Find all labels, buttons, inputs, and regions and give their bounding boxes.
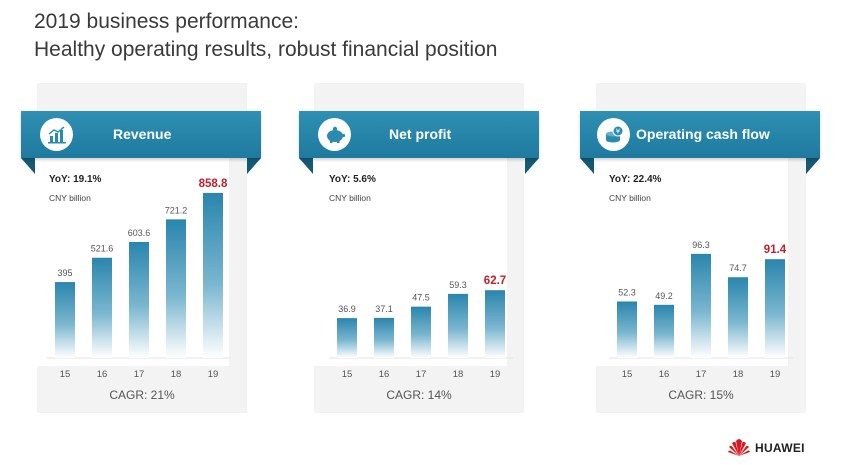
bar	[411, 306, 431, 358]
brand-name: HUAWEI	[755, 441, 805, 455]
x-tick-label: 19	[208, 369, 219, 380]
x-tick-label: 18	[171, 369, 182, 380]
net-profit-title: Net profit	[389, 126, 452, 142]
bar	[166, 219, 186, 358]
revenue-cagr: CAGR: 21%	[109, 388, 175, 402]
revenue-ribbon: Revenue	[21, 111, 261, 158]
bar	[337, 318, 357, 358]
page-title-line-2: Healthy operating results, robust financ…	[34, 38, 498, 61]
data-label: 52.3	[618, 287, 636, 297]
net-profit-cagr: CAGR: 14%	[386, 388, 452, 402]
cash-flow-cagr: CAGR: 15%	[668, 388, 734, 402]
data-label: 62.7	[484, 275, 506, 287]
x-tick-label: 16	[379, 369, 390, 380]
data-label: 858.8	[199, 178, 228, 190]
cash-flow-title: Operating cash flow	[636, 126, 770, 142]
page-title-line-1: 2019 business performance:	[34, 10, 299, 33]
bar	[92, 257, 112, 358]
x-tick-label: 16	[659, 369, 670, 380]
bar	[129, 241, 149, 358]
x-tick-label: 19	[770, 369, 781, 380]
data-label: 395	[57, 268, 72, 278]
x-tick-label: 15	[60, 369, 71, 380]
bar	[55, 282, 75, 358]
piggy-bank-icon	[318, 118, 351, 151]
cash-flow-ribbon: ¥ Operating cash flow	[580, 111, 820, 158]
bar	[203, 192, 223, 358]
data-label: 36.9	[338, 304, 356, 314]
data-label: 96.3	[692, 240, 710, 250]
x-tick-label: 16	[97, 369, 108, 380]
x-tick-label: 15	[622, 369, 633, 380]
net-profit-chart: 36.9 15 37.1 16 47.5 17 59.3 18 62.7 19	[329, 275, 513, 380]
cash-flow-chart: 52.3 15 49.2 16 96.3 17 74.7 18 91.4 19	[609, 240, 793, 380]
data-label: 603.6	[128, 228, 151, 238]
x-tick-label: 18	[733, 369, 744, 380]
data-label: 721.2	[165, 205, 188, 215]
huawei-flower-icon	[728, 439, 750, 456]
ribbon-fold	[580, 158, 594, 174]
revenue-yoy: YoY: 19.1%	[49, 174, 102, 185]
x-tick-label: 15	[342, 369, 353, 380]
page-title: 2019 business performance: Healthy opera…	[34, 8, 497, 64]
bar	[691, 253, 711, 358]
x-tick-label: 19	[490, 369, 501, 380]
ribbon-fold	[525, 158, 539, 174]
bar	[728, 277, 748, 358]
x-tick-label: 17	[416, 369, 427, 380]
data-label: 49.2	[655, 291, 673, 301]
net-profit-unit: CNY billion	[329, 193, 371, 203]
bar	[617, 301, 637, 358]
x-tick-label: 18	[453, 369, 464, 380]
revenue-unit: CNY billion	[49, 193, 91, 203]
svg-text:¥: ¥	[615, 127, 620, 135]
data-label: 47.5	[412, 293, 430, 303]
data-label: 91.4	[764, 244, 787, 256]
ribbon-fold	[247, 158, 261, 174]
huawei-logo: HUAWEI	[727, 437, 805, 459]
bar	[485, 290, 505, 358]
net-profit-ribbon: Net profit	[299, 111, 539, 158]
chart-icon	[40, 118, 73, 151]
cash-flow-unit: CNY billion	[609, 193, 651, 203]
data-label: 74.7	[729, 263, 747, 273]
data-label: 59.3	[449, 280, 467, 290]
bar	[374, 317, 394, 358]
net-profit-yoy: YoY: 5.6%	[329, 174, 376, 185]
ribbon-fold	[21, 158, 35, 174]
cash-flow-yoy: YoY: 22.4%	[609, 174, 662, 185]
x-tick-label: 17	[696, 369, 707, 380]
bar	[765, 259, 785, 358]
x-tick-label: 17	[134, 369, 145, 380]
data-label: 37.1	[375, 304, 393, 314]
data-label: 521.6	[91, 244, 114, 254]
bar	[448, 293, 468, 358]
ribbon-fold	[299, 158, 313, 174]
revenue-title: Revenue	[113, 126, 172, 142]
coin-icon: ¥	[597, 118, 630, 151]
ribbon-fold	[806, 158, 820, 174]
bar	[654, 304, 674, 358]
revenue-chart: 395 15 521.6 16 603.6 17 721.2 18 858.8 19	[47, 178, 231, 380]
